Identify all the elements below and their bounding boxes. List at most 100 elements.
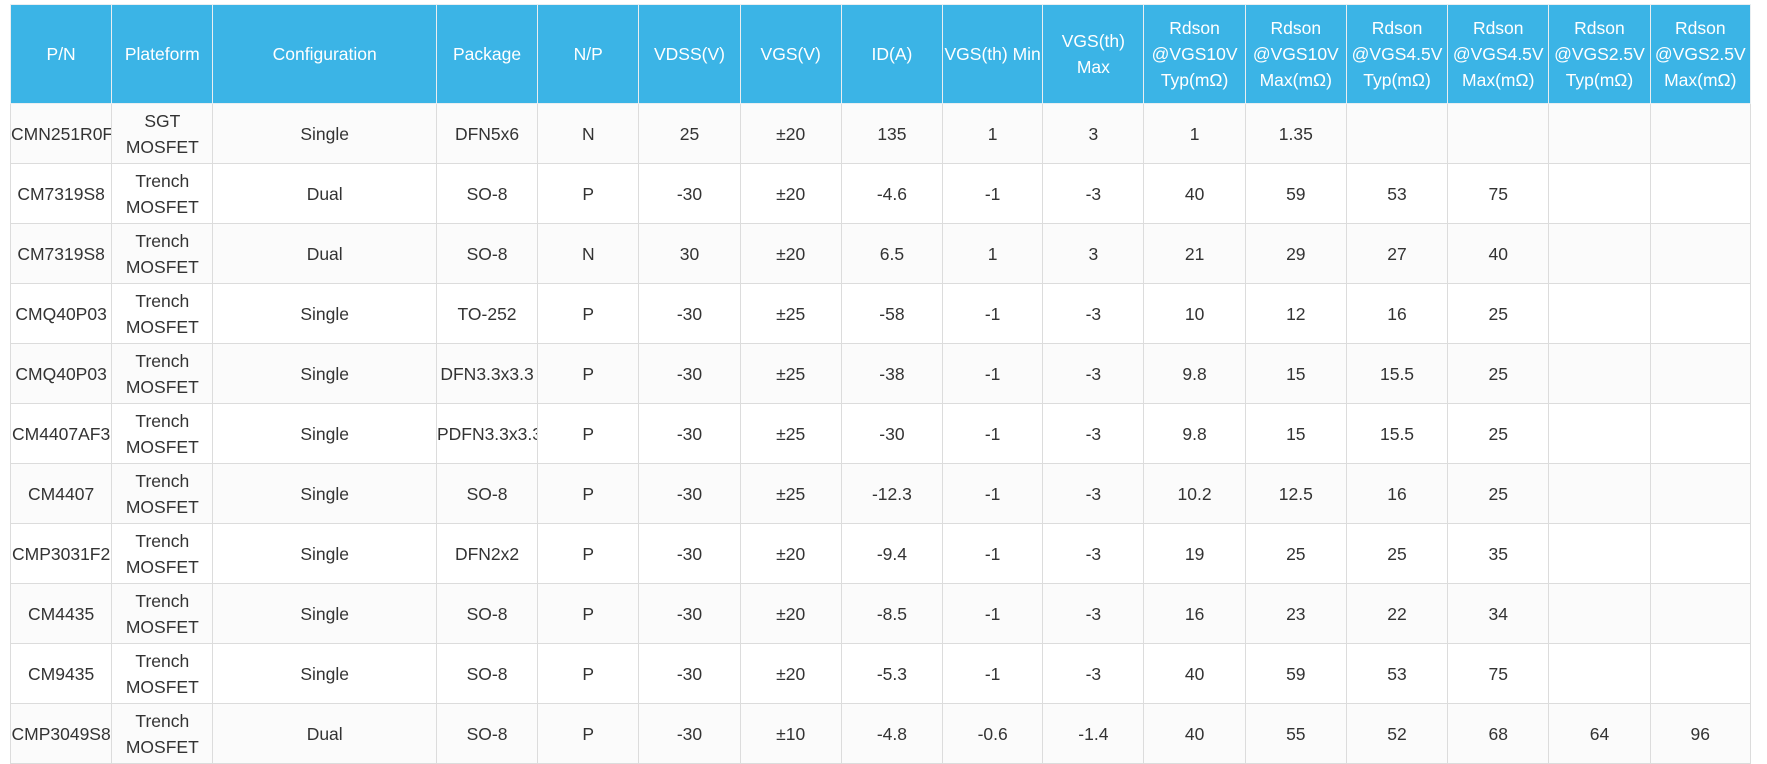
table-cell: -30: [638, 583, 741, 644]
table-cell: CMP3049S8: [9, 703, 113, 764]
cell-value: 27: [1387, 243, 1407, 264]
column-header-label: ID(A): [871, 44, 913, 64]
cell-value: Single: [300, 663, 350, 684]
column-header: Package: [435, 4, 539, 104]
table-cell: -38: [840, 343, 944, 404]
table-cell: DFN5x6: [435, 103, 539, 164]
table-cell: 19: [1143, 523, 1246, 584]
mosfet-spec-table: P/N Plateform Configuration Package N/P VDSS(…: [9, 4, 1752, 764]
cell-value: MOSFET: [125, 376, 199, 397]
cell-value: -30: [676, 423, 703, 444]
column-header-label: Max(mΩ): [1664, 70, 1737, 90]
table-cell: TO-252: [435, 283, 539, 344]
table-cell: [1649, 583, 1752, 644]
table-cell: -3: [1042, 163, 1145, 224]
table-cell: [1548, 583, 1651, 644]
cell-value: 29: [1286, 243, 1306, 264]
table-cell: -30: [638, 463, 741, 524]
table-cell: -58: [840, 283, 944, 344]
table-cell: [1447, 103, 1550, 164]
column-header-label: Rdson: [1674, 18, 1726, 38]
cell-value: 34: [1488, 603, 1508, 624]
column-header: N/P: [537, 4, 640, 104]
column-header: VGS(th) Min: [942, 4, 1044, 104]
table-cell: -12.3: [840, 463, 944, 524]
table-cell: -3: [1042, 583, 1145, 644]
cell-value: -4.6: [876, 183, 907, 204]
table-cell: -9.4: [840, 523, 944, 584]
cell-value: TO-252: [457, 303, 517, 324]
table-cell: 25: [638, 103, 741, 164]
table-cell: ±25: [739, 403, 842, 464]
table-row: CM7319S8 Trench MOSFET Dual SO-8 P -30 ±20 -4.6 -…: [9, 163, 1752, 224]
cell-value: CM4407AF3: [11, 423, 111, 444]
cell-value: 59: [1286, 663, 1306, 684]
table-body: CMN251R0F5 SGT MOSFET Single DFN5x6 N 25 ±20 135…: [9, 103, 1752, 764]
column-header-label: Max(mΩ): [1259, 70, 1332, 90]
column-header-label: VGS(V): [760, 44, 821, 64]
table-cell: 15.5: [1345, 403, 1449, 464]
table-row: CMN251R0F5 SGT MOSFET Single DFN5x6 N 25 ±20 135…: [9, 103, 1752, 164]
table-cell: [1548, 283, 1651, 344]
cell-value: MOSFET: [125, 436, 199, 457]
column-header-label: Typ(mΩ): [1160, 70, 1229, 90]
table-cell: [1548, 343, 1651, 404]
table-cell: Trench MOSFET: [111, 523, 214, 584]
cell-value: 25: [1387, 543, 1407, 564]
cell-value: MOSFET: [125, 556, 199, 577]
column-header: Rdson @VGS2.5V Typ(mΩ): [1548, 4, 1651, 104]
cell-value: N: [581, 123, 595, 144]
table-cell: -1: [942, 523, 1044, 584]
cell-value: -3: [1085, 483, 1102, 504]
table-cell: 25: [1447, 343, 1550, 404]
table-cell: SO-8: [435, 163, 539, 224]
cell-value: 12.5: [1278, 483, 1313, 504]
column-header-label: Typ(mΩ): [1363, 70, 1431, 90]
cell-value: ±20: [776, 123, 806, 144]
column-header: VGS(th) Max: [1042, 4, 1145, 104]
cell-value: P: [582, 723, 595, 744]
cell-value: ±25: [776, 483, 806, 504]
cell-value: P: [582, 423, 595, 444]
table-cell: CMN251R0F5: [9, 103, 113, 164]
cell-value: Single: [300, 483, 350, 504]
table-cell: [1548, 523, 1651, 584]
table-cell: P: [537, 643, 640, 704]
table-cell: 135: [840, 103, 944, 164]
cell-value: MOSFET: [125, 316, 199, 337]
cell-value: -38: [879, 363, 905, 384]
cell-value: CM7319S8: [17, 243, 105, 264]
cell-value: CMP3031F2: [11, 543, 111, 564]
cell-value: -1.4: [1078, 723, 1109, 744]
cell-value: MOSFET: [125, 256, 199, 277]
table-cell: Single: [212, 463, 437, 524]
cell-value: Dual: [306, 243, 343, 264]
table-cell: 1: [1143, 103, 1246, 164]
cell-value: CMP3049S8: [11, 723, 111, 744]
column-header: VDSS(V): [638, 4, 741, 104]
cell-value: P: [582, 483, 595, 504]
table-cell: 59: [1244, 163, 1347, 224]
table-cell: 16: [1345, 463, 1449, 524]
table-cell: CM4407AF3: [9, 403, 113, 464]
table-cell: CMQ40P03: [9, 283, 113, 344]
table-cell: 6.5: [840, 223, 944, 284]
table-cell: SGT MOSFET: [111, 103, 214, 164]
cell-value: MOSFET: [125, 676, 199, 697]
column-header-label: Rdson: [1169, 18, 1220, 38]
table-cell: N: [537, 103, 640, 164]
column-header-label: @VGS2.5V: [1654, 44, 1746, 64]
table-cell: 3: [1042, 223, 1145, 284]
table-cell: Single: [212, 523, 437, 584]
product-table-container: P/N Plateform Configuration Package N/P VDSS(…: [9, 4, 1752, 764]
column-header: Plateform: [111, 4, 214, 104]
table-cell: 10: [1143, 283, 1246, 344]
table-cell: -1: [942, 643, 1044, 704]
table-cell: 10.2: [1143, 463, 1246, 524]
table-cell: [1649, 463, 1752, 524]
cell-value: SGT: [144, 110, 181, 131]
cell-value: ±20: [776, 603, 806, 624]
table-cell: CMQ40P03: [9, 343, 113, 404]
cell-value: P: [582, 603, 595, 624]
table-cell: P: [537, 463, 640, 524]
